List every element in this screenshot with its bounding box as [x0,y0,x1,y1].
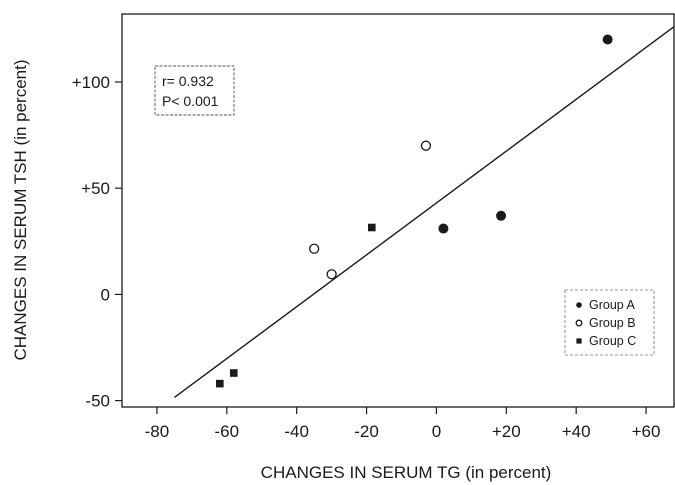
x-tick-label: 0 [432,422,441,441]
group-b-point [326,269,337,280]
x-tick-label: +20 [492,422,521,441]
x-tick-label: -20 [354,422,379,441]
correlation-r: r= 0.932 [162,73,214,89]
group-a-point [438,223,449,234]
y-tick-label: +50 [81,179,110,198]
legend-label-group-a: Group A [589,298,636,312]
data-points [216,34,613,388]
regression-line [173,26,675,399]
legend-marker-group-a [576,302,582,308]
x-tick-label: -60 [215,422,240,441]
legend-marker-group-b [575,319,583,327]
group-a-point [496,210,507,221]
y-tick-label: 0 [101,285,110,304]
x-tick-label: +60 [632,422,661,441]
stats-box-frame [154,65,235,116]
plot-frame [121,13,675,408]
y-axis-label: CHANGES IN SERUM TSH (in percent) [11,59,30,360]
x-axis-ticks: -80 -60 -40 -20 0 +20 +40 +60 [145,407,661,441]
legend-label-group-b: Group B [589,316,636,330]
group-c-point [229,369,238,377]
y-axis-ticks: -50 0 +50 +100 [72,73,122,411]
group-b-point [420,140,432,151]
group-c-point [216,379,224,388]
x-axis-label: CHANGES IN SERUM TG (in percent) [261,463,552,482]
group-a-point [602,34,613,45]
x-tick-label: -80 [145,422,170,441]
y-tick-label: +100 [72,73,110,92]
p-value: P< 0.001 [162,93,219,109]
legend-marker-group-c [576,338,582,344]
group-b-point [309,243,320,254]
group-c-point [367,223,376,232]
legend: Group A Group B Group C [564,289,655,356]
x-tick-label: -40 [284,422,309,441]
y-tick-label: -50 [85,392,110,411]
stats-box: r= 0.932 P< 0.001 [154,65,235,116]
legend-label-group-c: Group C [589,334,636,348]
x-tick-label: +40 [562,422,591,441]
